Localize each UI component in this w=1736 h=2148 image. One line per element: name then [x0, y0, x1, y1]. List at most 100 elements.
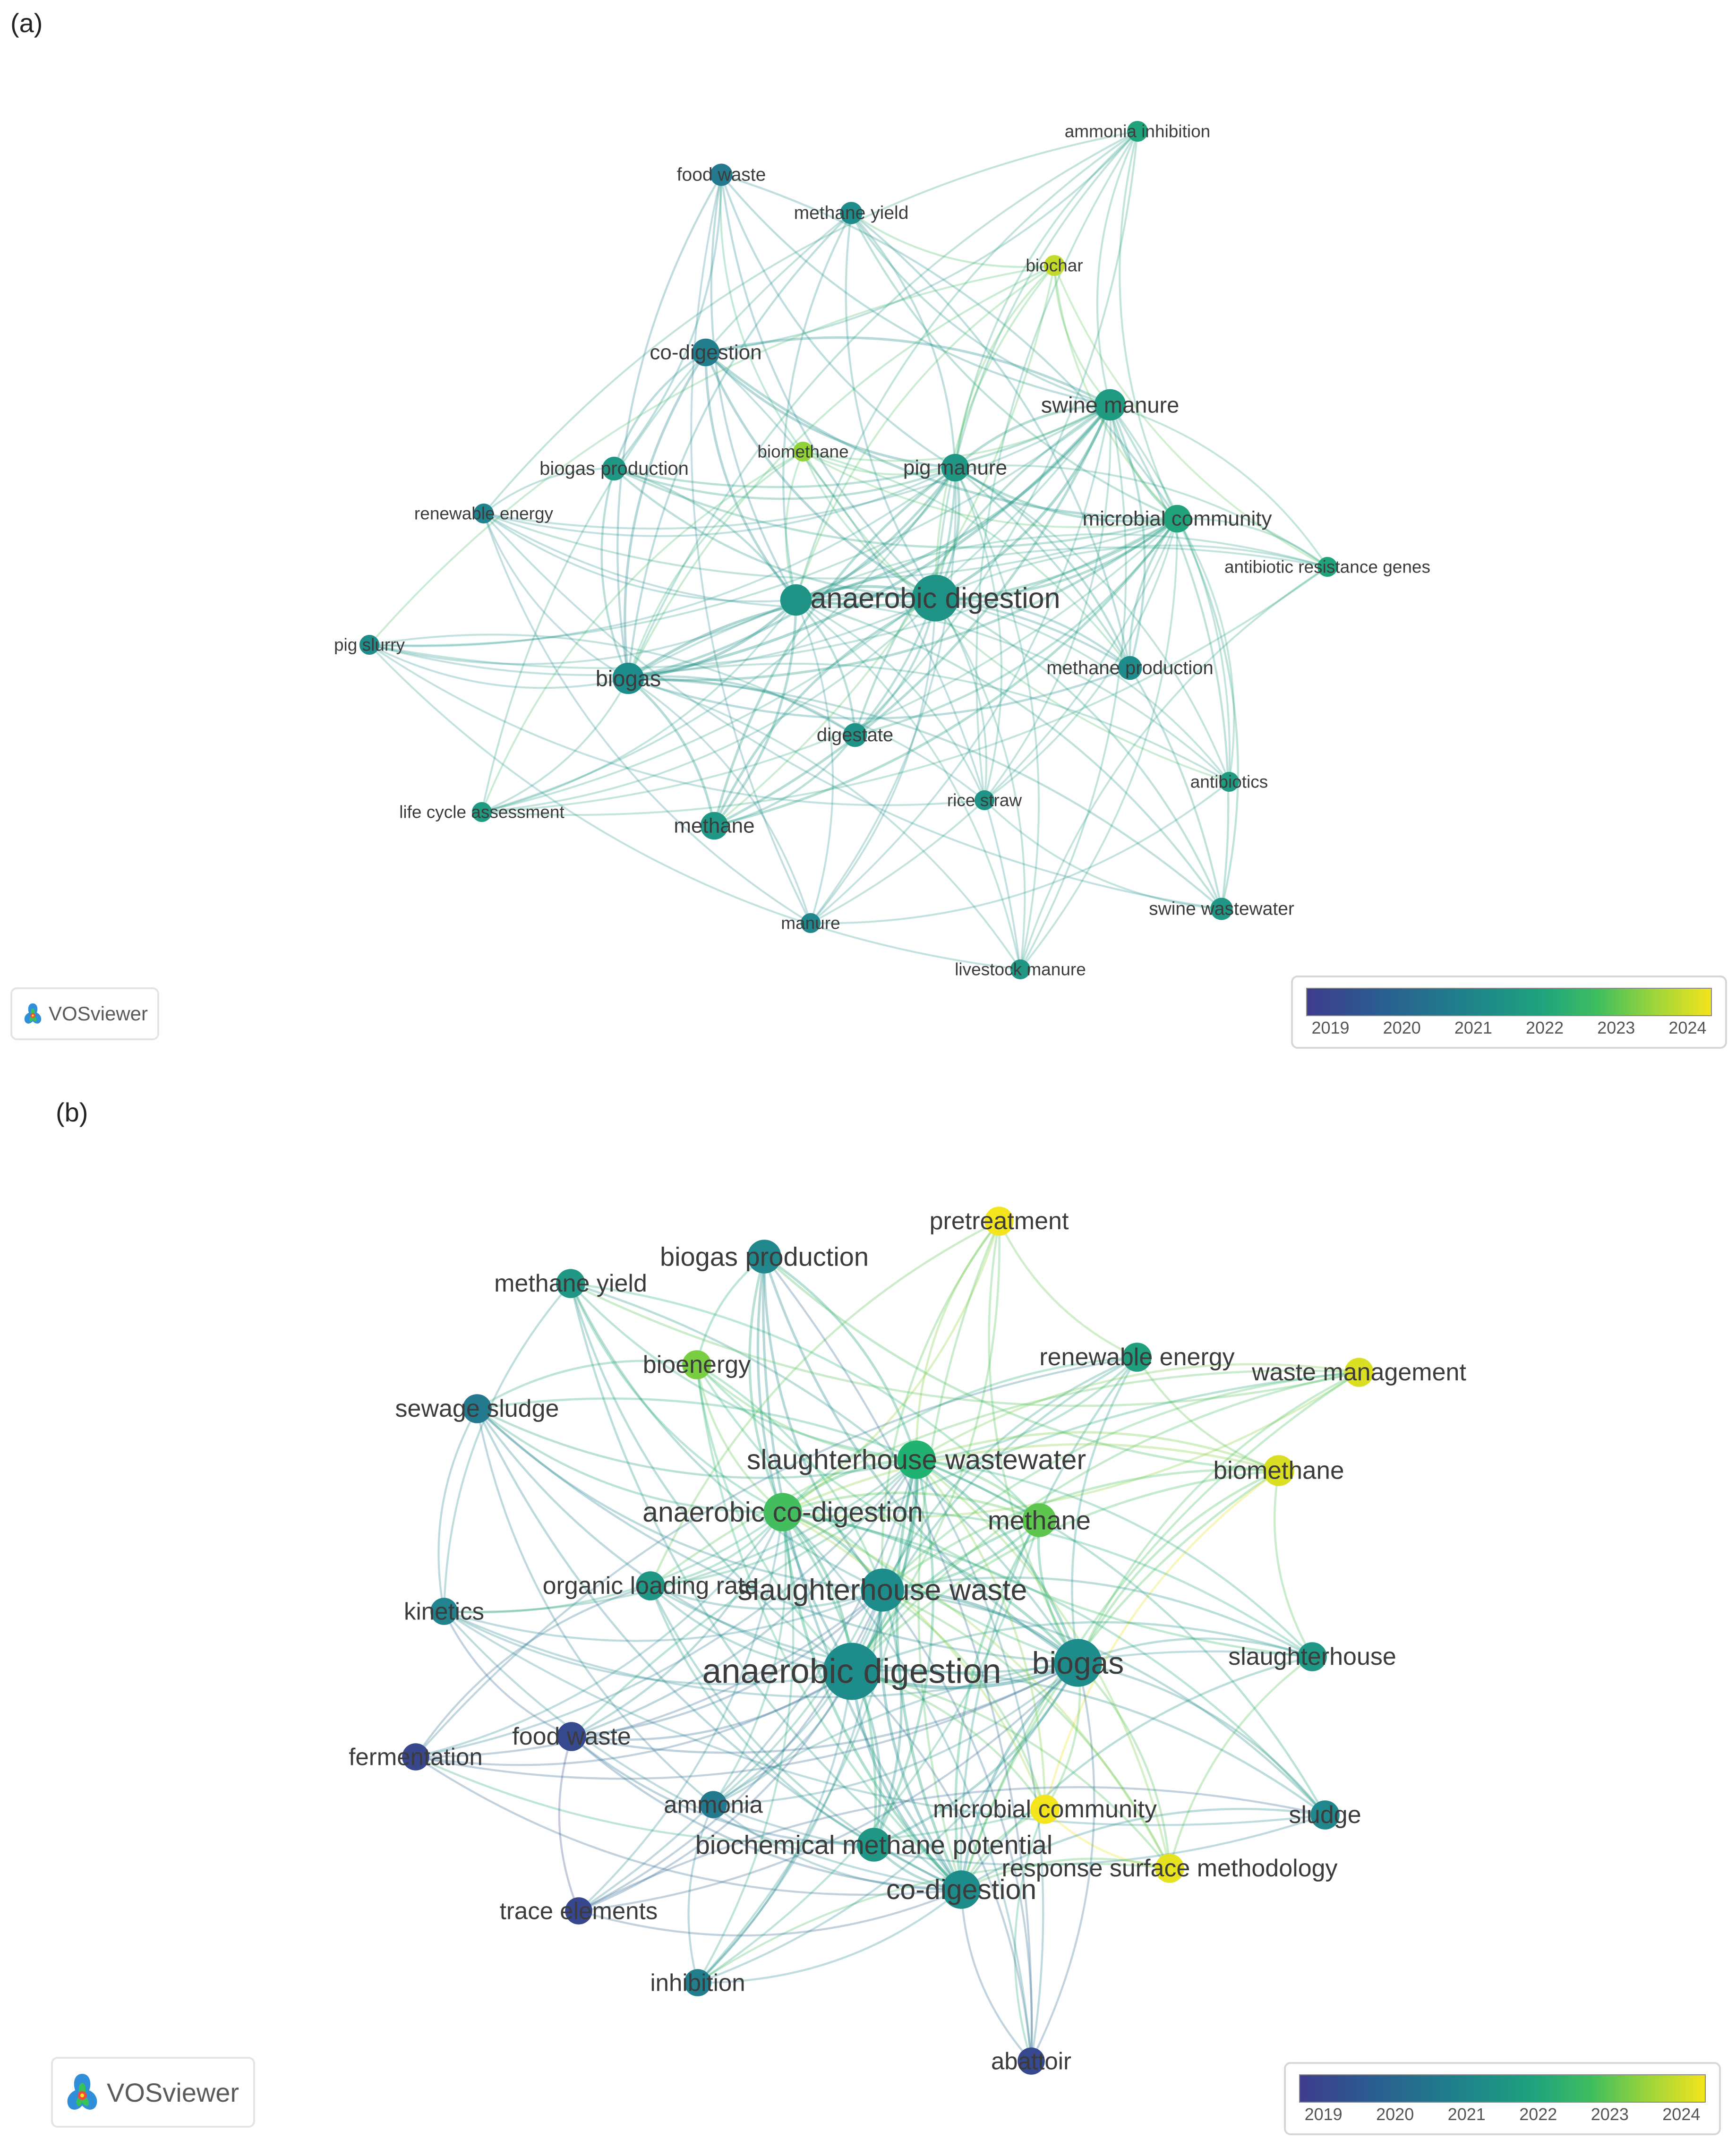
node-circle[interactable] — [359, 634, 380, 655]
node-circle[interactable] — [840, 202, 863, 224]
node-circle[interactable] — [636, 1571, 665, 1600]
keyword-node[interactable]: methane yield — [494, 1269, 647, 1298]
keyword-node[interactable]: pig slurry — [334, 634, 405, 655]
network-graph-a[interactable]: anaerobic digestion biogas swine manure pig… — [0, 0, 1736, 1068]
keyword-node[interactable]: organic loading rate — [543, 1571, 759, 1600]
vosviewer-badge-a[interactable]: VOSviewer — [10, 987, 159, 1040]
keyword-node[interactable]: rice straw — [947, 790, 1022, 811]
keyword-node[interactable]: pig manure — [903, 454, 1007, 482]
node-circle[interactable] — [912, 574, 959, 622]
keyword-node[interactable]: ammonia — [664, 1791, 763, 1818]
node-circle[interactable] — [1030, 1795, 1060, 1824]
node-circle[interactable] — [462, 1394, 492, 1423]
node-circle[interactable] — [974, 790, 995, 811]
node-circle[interactable] — [1122, 1343, 1152, 1372]
keyword-node[interactable]: slaughterhouse waste — [738, 1568, 1027, 1612]
node-circle[interactable] — [1018, 2047, 1045, 2075]
keyword-node[interactable]: swine wastewater — [1149, 898, 1294, 920]
node-circle[interactable] — [402, 1743, 429, 1771]
node-circle[interactable] — [1094, 389, 1126, 421]
keyword-node[interactable]: waste management — [1251, 1358, 1466, 1387]
keyword-node[interactable]: response surface methodology — [1001, 1854, 1338, 1883]
vosviewer-badge-b[interactable]: VOSviewer — [51, 2057, 255, 2128]
keyword-node[interactable]: bioenergy — [643, 1350, 751, 1379]
keyword-node[interactable]: antibiotics — [1190, 771, 1268, 792]
node-circle[interactable] — [857, 1828, 891, 1862]
node-circle[interactable] — [565, 1897, 592, 1925]
node-circle[interactable] — [1263, 1455, 1294, 1486]
network-graph-b[interactable]: anaerobic digestion biogas slaughterhouse … — [0, 1087, 1736, 2148]
node-circle[interactable] — [897, 1440, 936, 1479]
keyword-node[interactable]: ammonia inhibition — [1065, 121, 1211, 142]
keyword-node[interactable]: methane — [988, 1503, 1091, 1537]
node-circle[interactable] — [471, 802, 492, 822]
keyword-node[interactable]: biogas production — [539, 456, 689, 481]
keyword-node[interactable]: inhibition — [650, 1969, 745, 1996]
node-circle[interactable] — [942, 1870, 981, 1909]
node-circle[interactable] — [557, 1722, 586, 1751]
keyword-node[interactable]: food waste — [512, 1722, 631, 1751]
keyword-node[interactable]: fermentation — [349, 1743, 483, 1771]
keyword-node[interactable]: renewable energy — [414, 503, 554, 524]
keyword-node[interactable]: slaughterhouse — [1228, 1642, 1396, 1671]
keyword-node[interactable]: sewage sludge — [395, 1394, 559, 1423]
node-circle[interactable] — [1155, 1854, 1184, 1883]
node-circle[interactable] — [1219, 771, 1240, 792]
node-circle[interactable] — [1163, 505, 1191, 533]
keyword-node[interactable]: methane yield — [794, 202, 909, 224]
node-circle[interactable] — [556, 1269, 585, 1298]
keyword-node[interactable]: manure — [781, 913, 840, 933]
keyword-node[interactable]: methane — [674, 812, 755, 840]
node-circle[interactable] — [684, 1969, 711, 1996]
keyword-node[interactable] — [780, 584, 812, 616]
node-circle[interactable] — [793, 441, 813, 462]
keyword-node[interactable]: anaerobic digestion — [810, 574, 1060, 622]
keyword-node[interactable]: life cycle assessment — [399, 802, 564, 822]
node-circle[interactable] — [473, 503, 494, 524]
node-circle[interactable] — [602, 456, 626, 481]
keyword-node[interactable]: biochemical methane potential — [695, 1828, 1052, 1862]
keyword-node[interactable]: microbial community — [1083, 505, 1272, 533]
node-circle[interactable] — [800, 913, 821, 933]
keyword-node[interactable]: biochar — [1026, 255, 1083, 276]
node-circle[interactable] — [780, 584, 812, 616]
node-circle[interactable] — [843, 723, 867, 747]
keyword-node[interactable]: biomethane — [1214, 1455, 1344, 1486]
keyword-node[interactable]: anaerobic digestion — [702, 1643, 1001, 1700]
keyword-node[interactable]: co-digestion — [650, 338, 762, 367]
node-circle[interactable] — [1118, 656, 1142, 680]
keyword-node[interactable]: swine manure — [1041, 389, 1180, 421]
keyword-node[interactable]: biogas production — [660, 1240, 869, 1274]
node-circle[interactable] — [1054, 1639, 1102, 1687]
node-circle[interactable] — [430, 1598, 458, 1625]
node-circle[interactable] — [700, 1791, 727, 1818]
keyword-node[interactable]: antibiotic resistance genes — [1224, 556, 1430, 577]
keyword-node[interactable]: methane production — [1046, 656, 1214, 680]
node-circle[interactable] — [1298, 1642, 1327, 1671]
node-circle[interactable] — [1044, 255, 1065, 276]
node-circle[interactable] — [1210, 898, 1233, 920]
keyword-node[interactable]: biomethane — [757, 441, 849, 462]
node-circle[interactable] — [1022, 1503, 1056, 1537]
node-circle[interactable] — [1310, 1800, 1340, 1830]
keyword-node[interactable]: biogas — [596, 662, 661, 694]
node-circle[interactable] — [941, 454, 969, 482]
keyword-node[interactable]: co-digestion — [886, 1870, 1036, 1909]
node-circle[interactable] — [1317, 556, 1338, 577]
node-circle[interactable] — [692, 338, 720, 367]
keyword-node[interactable]: renewable energy — [1039, 1343, 1235, 1372]
keyword-node[interactable]: sludge — [1289, 1800, 1361, 1830]
keyword-node[interactable]: digestate — [817, 723, 893, 747]
keyword-node[interactable]: abattoir — [991, 2047, 1071, 2075]
keyword-node[interactable]: pretreatment — [930, 1207, 1069, 1236]
keyword-node[interactable]: livestock manure — [955, 959, 1086, 980]
node-circle[interactable] — [612, 662, 644, 694]
node-circle[interactable] — [763, 1493, 802, 1532]
node-circle[interactable] — [747, 1240, 781, 1274]
node-circle[interactable] — [1010, 959, 1031, 980]
node-circle[interactable] — [984, 1207, 1014, 1236]
node-circle[interactable] — [682, 1350, 711, 1379]
node-circle[interactable] — [700, 812, 728, 840]
keyword-node[interactable]: slaughterhouse wastewater — [747, 1440, 1086, 1479]
keyword-node[interactable]: trace elements — [500, 1897, 658, 1925]
